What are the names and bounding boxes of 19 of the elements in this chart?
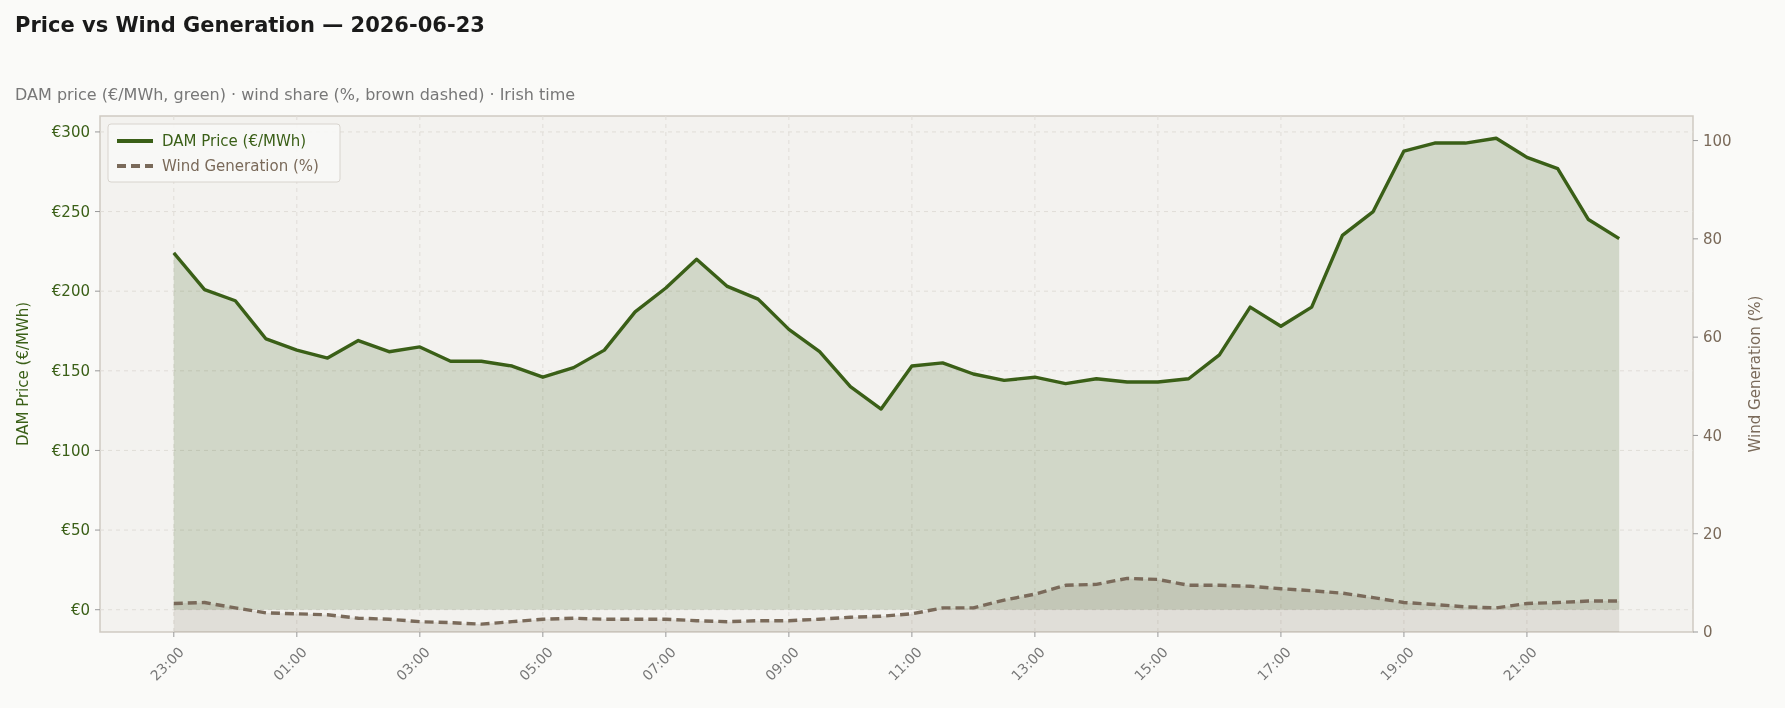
chart-title: Price vs Wind Generation — 2026-06-23: [15, 13, 485, 37]
y-tick-label: €200: [51, 282, 90, 301]
y-tick-label: €150: [51, 362, 90, 381]
y2-tick-label: 80: [1703, 230, 1723, 249]
y-tick-label: €100: [51, 441, 90, 460]
y-tick-label: €50: [61, 521, 90, 540]
y-tick-label: €300: [51, 123, 90, 142]
y2-tick-label: 20: [1703, 524, 1723, 543]
y-axis-title: DAM Price (€/MWh): [14, 301, 32, 447]
y2-tick-label: 0: [1703, 623, 1713, 642]
y2-tick-label: 100: [1703, 131, 1732, 150]
legend-label: Wind Generation (%): [162, 157, 319, 176]
y2-axis-title: Wind Generation (%): [1746, 295, 1764, 453]
y-tick-label: €250: [51, 202, 90, 221]
chart-subtitle: DAM price (€/MWh, green) · wind share (%, brown dashed) · Irish time: [15, 85, 576, 104]
legend-label: DAM Price (€/MWh): [162, 132, 307, 151]
y-tick-label: €0: [70, 600, 90, 619]
y2-tick-label: 60: [1703, 328, 1723, 347]
y2-tick-label: 40: [1703, 426, 1723, 445]
